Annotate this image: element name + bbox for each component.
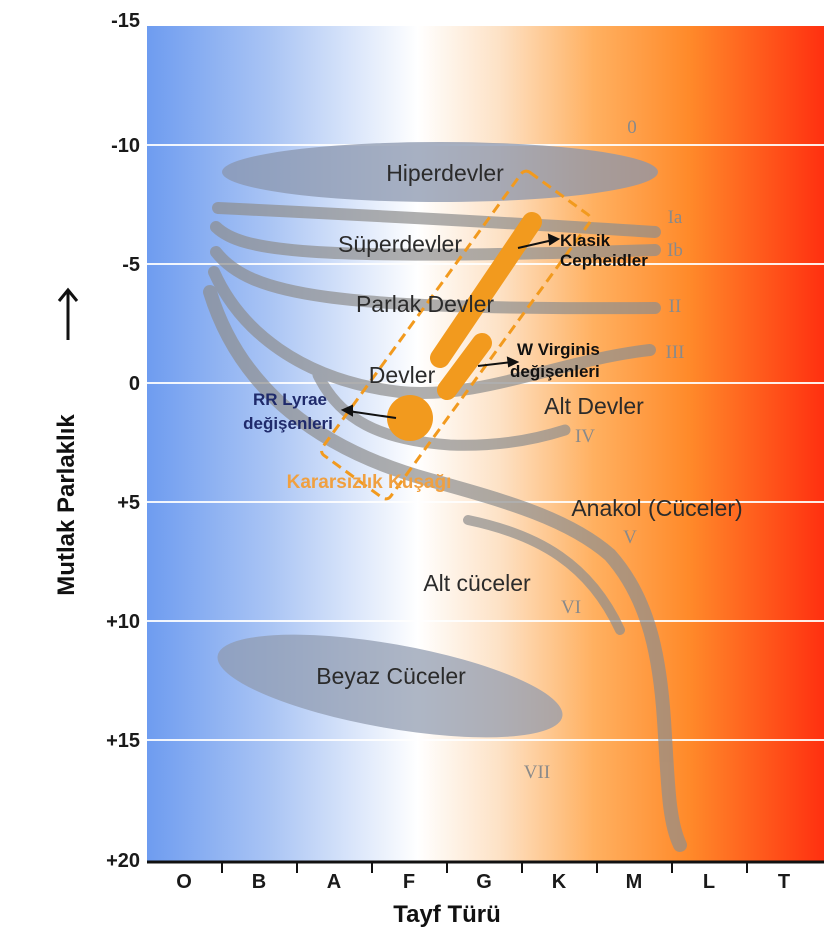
y-tick: +15 — [106, 730, 140, 752]
x-tick: G — [476, 871, 492, 893]
y-tick: +5 — [117, 492, 140, 514]
branch-iii — [208, 266, 656, 399]
label-main-sequence: Anakol (Cüceler) — [571, 495, 742, 521]
rr-lyrae-mark — [387, 395, 433, 441]
y-tick: -15 — [111, 10, 140, 32]
branch-iv — [312, 369, 571, 451]
luminosity-branches — [203, 202, 687, 852]
lum-class-ii: II — [669, 296, 682, 317]
arrow-head — [506, 356, 520, 368]
classical-cepheid-mark — [430, 212, 542, 368]
lum-class-ia: Ia — [668, 207, 683, 228]
lum-class-ib: Ib — [667, 240, 683, 261]
label-classical-cepheids-1: Klasik — [560, 231, 611, 250]
w-virginis-mark — [437, 333, 492, 400]
label-rr-lyrae-1: RR Lyrae — [253, 390, 327, 409]
branch-ib — [210, 221, 661, 261]
label-supergiants: Süperdevler — [338, 231, 462, 257]
y-tick: 0 — [129, 373, 140, 395]
label-white-dwarfs: Beyaz Cüceler — [316, 663, 466, 689]
variable-stars — [387, 212, 542, 441]
instability-strip — [320, 169, 592, 501]
y-tick: +20 — [106, 850, 140, 872]
branch-main-sequence — [203, 285, 687, 852]
label-rr-lyrae-2: değişenleri — [243, 414, 333, 433]
x-tick: L — [703, 871, 715, 893]
y-axis: -15 -10 -5 0 +5 +10 +15 +20 — [106, 10, 140, 872]
arrow-head — [547, 233, 561, 246]
lum-class-v: V — [623, 527, 637, 548]
branch-vi — [463, 515, 625, 635]
y-axis-title: Mutlak Parlaklık — [53, 414, 80, 596]
x-tick: T — [778, 871, 790, 893]
label-giants: Devler — [369, 362, 436, 388]
x-tick: K — [552, 871, 567, 893]
y-tick: -10 — [111, 135, 140, 157]
lum-class-vi: VI — [561, 597, 581, 618]
lum-class-vii: VII — [524, 762, 550, 783]
pointer-arrows — [340, 233, 561, 419]
label-hypergiants: Hiperdevler — [386, 160, 504, 186]
x-tick: O — [176, 871, 192, 893]
x-tick: A — [327, 871, 341, 893]
label-subgiants: Alt Devler — [544, 393, 644, 419]
x-tick: B — [252, 871, 266, 893]
label-instability-strip: Kararsızlık Kuşağı — [287, 472, 452, 493]
label-bright-giants: Parlak Devler — [356, 291, 494, 317]
arrow-head — [340, 404, 353, 417]
label-w-virginis-1: W Virginis — [517, 340, 600, 359]
label-w-virginis-2: değişenleri — [510, 362, 600, 381]
lum-class-iii: III — [666, 342, 685, 363]
x-tick: M — [626, 871, 643, 893]
y-tick: -5 — [122, 254, 140, 276]
x-axis: O B A F G K M L T — [147, 860, 824, 893]
x-tick: F — [403, 871, 415, 893]
white-dwarf-band — [217, 634, 563, 738]
label-subdwarfs: Alt cüceler — [423, 570, 531, 596]
branch-ia — [212, 202, 661, 238]
lum-class-0: 0 — [627, 117, 637, 138]
branch-ii — [210, 246, 661, 315]
y-tick: +10 — [106, 611, 140, 633]
y-axis-arrow-icon — [57, 287, 79, 340]
label-classical-cepheids-2: Cepheidler — [560, 251, 648, 270]
x-axis-title: Tayf Türü — [393, 901, 501, 928]
lum-class-iv: IV — [575, 426, 595, 447]
